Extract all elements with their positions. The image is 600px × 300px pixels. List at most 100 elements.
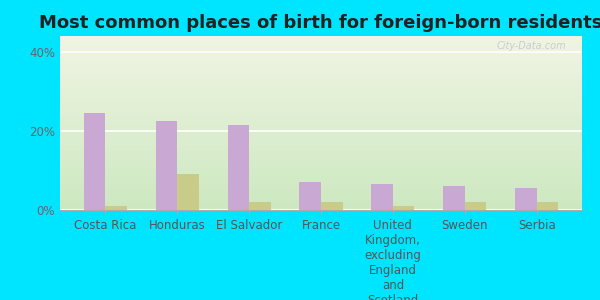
Bar <box>60 114 582 116</box>
Bar <box>60 139 582 140</box>
Bar <box>60 41 582 43</box>
Bar <box>60 107 582 109</box>
Bar <box>60 127 582 128</box>
Bar <box>465 202 487 210</box>
Bar <box>60 92 582 93</box>
Bar <box>60 80 582 81</box>
Bar <box>155 121 177 210</box>
Bar <box>60 119 582 121</box>
Bar <box>60 116 582 118</box>
Bar <box>60 200 582 201</box>
Bar <box>60 182 582 184</box>
Bar <box>60 175 582 177</box>
Bar <box>60 165 582 167</box>
Bar <box>60 71 582 73</box>
Bar <box>249 202 271 210</box>
Bar <box>60 67 582 69</box>
Bar <box>60 97 582 99</box>
Bar <box>60 111 582 112</box>
Bar <box>60 208 582 210</box>
Bar <box>60 55 582 57</box>
Bar <box>60 45 582 46</box>
Bar <box>60 137 582 139</box>
Bar <box>60 123 582 125</box>
Bar <box>60 112 582 114</box>
Bar <box>60 163 582 165</box>
Bar <box>60 52 582 53</box>
Bar <box>60 99 582 100</box>
Bar <box>60 180 582 182</box>
Bar <box>60 146 582 147</box>
Bar <box>537 202 558 210</box>
Bar <box>515 188 537 210</box>
Bar <box>60 106 582 107</box>
Bar <box>60 194 582 196</box>
Bar <box>60 140 582 142</box>
Bar <box>60 109 582 111</box>
Bar <box>60 73 582 74</box>
Bar <box>60 50 582 52</box>
Bar <box>60 167 582 168</box>
Bar <box>60 153 582 154</box>
Bar <box>177 174 199 210</box>
Bar <box>60 203 582 205</box>
Bar <box>60 151 582 153</box>
Bar <box>60 60 582 62</box>
Bar <box>60 36 582 38</box>
Bar <box>60 191 582 193</box>
Bar <box>60 154 582 156</box>
Bar <box>84 113 105 210</box>
Bar <box>60 88 582 90</box>
Bar <box>60 93 582 95</box>
Bar <box>60 206 582 208</box>
Bar <box>60 179 582 180</box>
Text: City-Data.com: City-Data.com <box>497 41 566 51</box>
Bar <box>60 128 582 130</box>
Bar <box>60 173 582 175</box>
Bar <box>60 168 582 170</box>
Bar <box>60 48 582 50</box>
Bar <box>60 78 582 80</box>
Bar <box>60 118 582 119</box>
Bar <box>60 158 582 160</box>
Bar <box>60 188 582 189</box>
Bar <box>60 43 582 45</box>
Bar <box>393 206 415 210</box>
Bar <box>60 69 582 71</box>
Bar <box>60 121 582 123</box>
Bar <box>60 46 582 48</box>
Bar <box>443 186 465 210</box>
Bar <box>60 58 582 60</box>
Bar <box>60 57 582 58</box>
Bar <box>60 196 582 198</box>
Bar <box>60 53 582 55</box>
Bar <box>60 135 582 137</box>
Bar <box>60 201 582 203</box>
Bar <box>60 144 582 146</box>
Bar <box>227 125 249 210</box>
Bar <box>60 193 582 194</box>
Bar <box>60 86 582 88</box>
Bar <box>60 147 582 149</box>
Bar <box>60 186 582 188</box>
Bar <box>60 172 582 173</box>
Bar <box>60 189 582 191</box>
Bar <box>321 202 343 210</box>
Bar <box>60 76 582 78</box>
Bar <box>60 62 582 64</box>
Bar <box>60 102 582 104</box>
Bar <box>60 149 582 151</box>
Bar <box>60 66 582 67</box>
Bar <box>60 198 582 200</box>
Bar <box>60 125 582 127</box>
Bar <box>60 184 582 186</box>
Bar <box>60 177 582 179</box>
Bar <box>60 74 582 76</box>
Bar <box>60 95 582 97</box>
Bar <box>60 38 582 40</box>
Bar <box>60 64 582 66</box>
Bar <box>60 170 582 172</box>
Bar <box>371 184 393 210</box>
Bar <box>60 100 582 102</box>
Bar <box>60 81 582 83</box>
